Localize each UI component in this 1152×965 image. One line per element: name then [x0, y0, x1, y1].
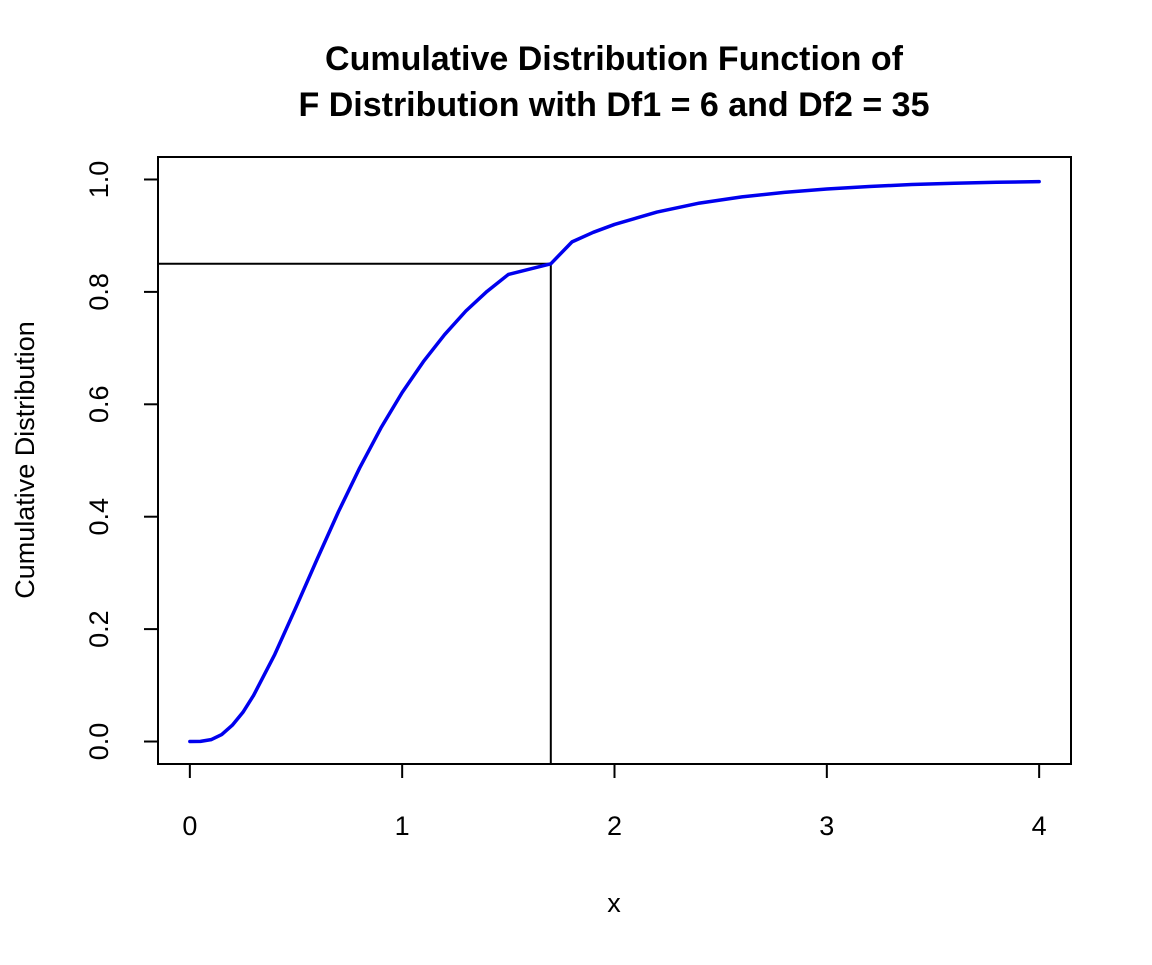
x-tick-label: 1	[395, 811, 410, 841]
chart-title-line-1: Cumulative Distribution Function of	[325, 40, 904, 78]
series-layer	[188, 179, 1041, 744]
cdf-series-line	[188, 179, 1041, 744]
x-tick-label: 0	[182, 811, 197, 841]
y-tick-label: 1.0	[84, 161, 114, 199]
chart-title-line-2: F Distribution with Df1 = 6 and Df2 = 35	[299, 86, 930, 124]
x-tick-label: 4	[1032, 811, 1047, 841]
x-axis-label: x	[607, 888, 621, 918]
y-tick-label: 0.4	[84, 498, 114, 536]
y-tick-label: 0.6	[84, 386, 114, 424]
chart-title: Cumulative Distribution Function of F Di…	[299, 40, 930, 124]
y-axis: 0.0 0.2 0.4 0.6 0.8 1.0	[84, 161, 159, 761]
y-axis-label: Cumulative Distribution	[10, 321, 40, 599]
y-tick-label: 0.0	[84, 723, 114, 761]
quantile-guides	[158, 262, 552, 764]
y-tick-label: 0.2	[84, 610, 114, 648]
plot-area-frame	[157, 156, 1072, 765]
x-axis: 0 1 2 3 4	[182, 763, 1047, 841]
y-tick-label: 0.8	[84, 273, 114, 311]
x-tick-label: 3	[819, 811, 834, 841]
x-tick-label: 2	[607, 811, 622, 841]
